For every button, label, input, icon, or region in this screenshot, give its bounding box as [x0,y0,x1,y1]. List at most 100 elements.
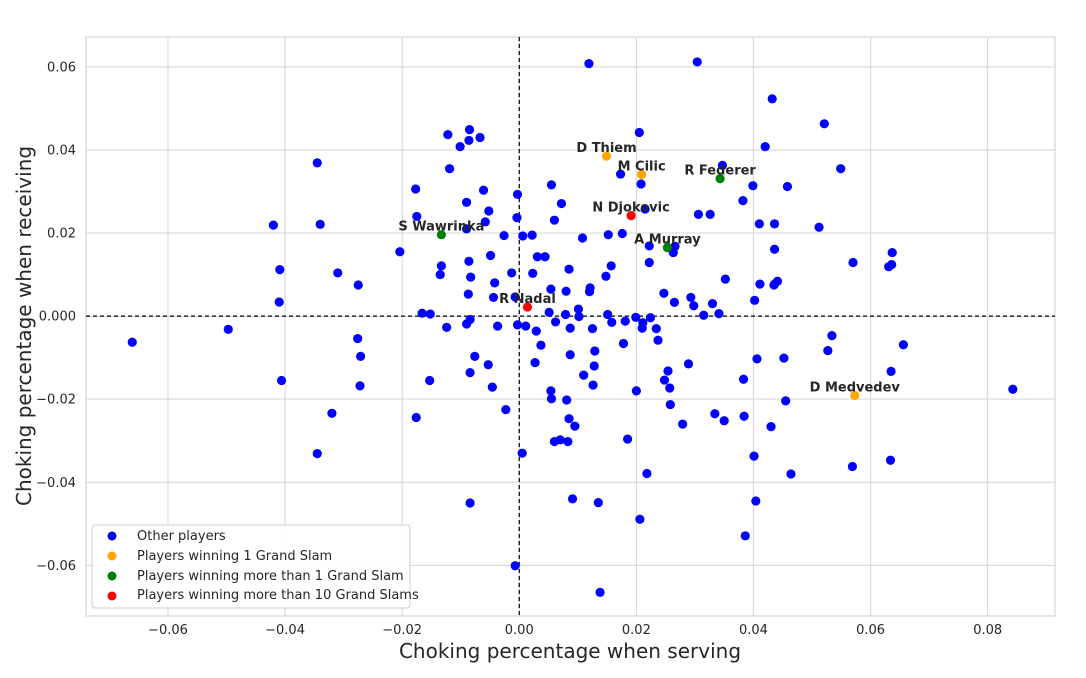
point-other-player [618,338,629,349]
point-other-player [521,321,531,331]
point-multi-slam-player [662,242,673,253]
legend-label-one-slam: Players winning 1 Grand Slam [137,549,332,564]
x-tick-label: −0.04 [265,623,305,638]
point-other-player [717,160,728,170]
point-other-player [562,395,572,405]
legend-label-multi-slam: Players winning more than 1 Grand Slam [137,569,404,584]
point-other-player [470,351,480,362]
point-other-player [714,309,724,319]
point-other-player [659,375,670,385]
point-other-player [442,322,452,332]
point-other-player [560,309,571,320]
point-other-player [642,468,652,479]
y-tick-label: 0.04 [47,143,76,158]
point-other-player [315,219,325,229]
point-other-player [512,189,523,200]
point-other-player [640,204,650,214]
point-other-player [435,269,445,280]
point-other-player [510,292,520,302]
point-other-player [395,247,405,257]
legend-marker-other [107,531,117,541]
point-other-player [670,241,680,251]
point-other-player [312,158,322,168]
point-other-player [814,222,824,232]
point-other-player [836,164,846,174]
point-other-player [127,337,137,347]
point-other-player [540,252,550,262]
point-ten-slam-player [522,302,533,312]
x-tick-label: 0.08 [973,623,1002,638]
point-other-player [464,125,475,135]
point-other-player [443,130,453,140]
point-other-player [749,451,759,461]
point-other-player [512,320,523,330]
point-other-player [615,169,626,179]
point-other-player [622,434,633,444]
point-other-player [665,399,675,410]
point-other-player [561,286,571,296]
point-other-player [659,288,669,298]
point-other-player [739,411,749,421]
point-other-player [593,498,603,508]
point-other-player [887,247,897,258]
point-other-player [754,219,764,229]
point-other-player [760,142,770,152]
point-one-slam-player [850,390,860,401]
point-other-player [738,196,748,206]
point-other-player [751,496,761,506]
x-tick-label: 0.02 [622,623,651,638]
player-label: D Thiem [576,141,636,156]
point-other-player [620,316,630,326]
point-other-player [686,292,696,303]
point-other-player [577,233,588,243]
point-other-player [823,345,833,356]
point-other-player [411,412,421,423]
point-other-player [755,279,765,289]
point-other-player [546,180,557,190]
point-other-player [528,268,538,278]
point-other-player [819,119,829,129]
legend-label-ten-slam: Players winning more than 10 Grand Slams [137,588,419,603]
point-other-player [1008,384,1018,394]
point-other-player [563,436,573,447]
legend: Other players Players winning 1 Grand Sl… [91,524,419,609]
point-other-player [556,198,567,209]
point-other-player [565,350,575,360]
player-label: D Medvedev [810,380,901,395]
point-other-player [518,231,528,241]
point-other-player [478,185,489,195]
y-tick-label: −0.02 [36,393,76,408]
point-other-player [517,448,527,458]
point-other-player [786,469,796,479]
y-axis-title: Choking percentage when receiving [12,146,36,506]
point-other-player [584,287,595,297]
point-other-player [693,209,704,219]
point-other-player [678,419,688,429]
player-label: S Wawrinka [398,220,484,235]
point-other-player [587,323,598,334]
point-other-player [411,184,421,194]
y-tick-label: −0.04 [36,476,76,491]
point-other-player [720,274,730,284]
point-other-player [546,394,557,404]
point-other-player [782,181,793,192]
point-other-player [564,264,574,274]
point-other-player [490,278,500,288]
point-other-player [636,179,646,189]
point-other-player [589,361,599,371]
point-other-player [740,531,750,541]
point-other-player [455,142,465,152]
point-other-player [531,326,541,336]
point-other-player [603,230,613,240]
point-other-player [555,435,565,445]
point-other-player [355,381,365,391]
x-tick-label: 0.06 [856,623,885,638]
point-other-player [530,358,540,368]
point-other-player [484,206,494,216]
point-other-player [461,224,472,234]
point-other-player [223,324,233,335]
point-other-player [353,280,363,290]
x-tick-labels: −0.06 −0.04 −0.02 0.00 0.02 0.04 0.06 0.08 [148,623,1002,638]
player-label: R Nadal [499,292,556,307]
y-tick-label: 0.02 [47,227,76,242]
